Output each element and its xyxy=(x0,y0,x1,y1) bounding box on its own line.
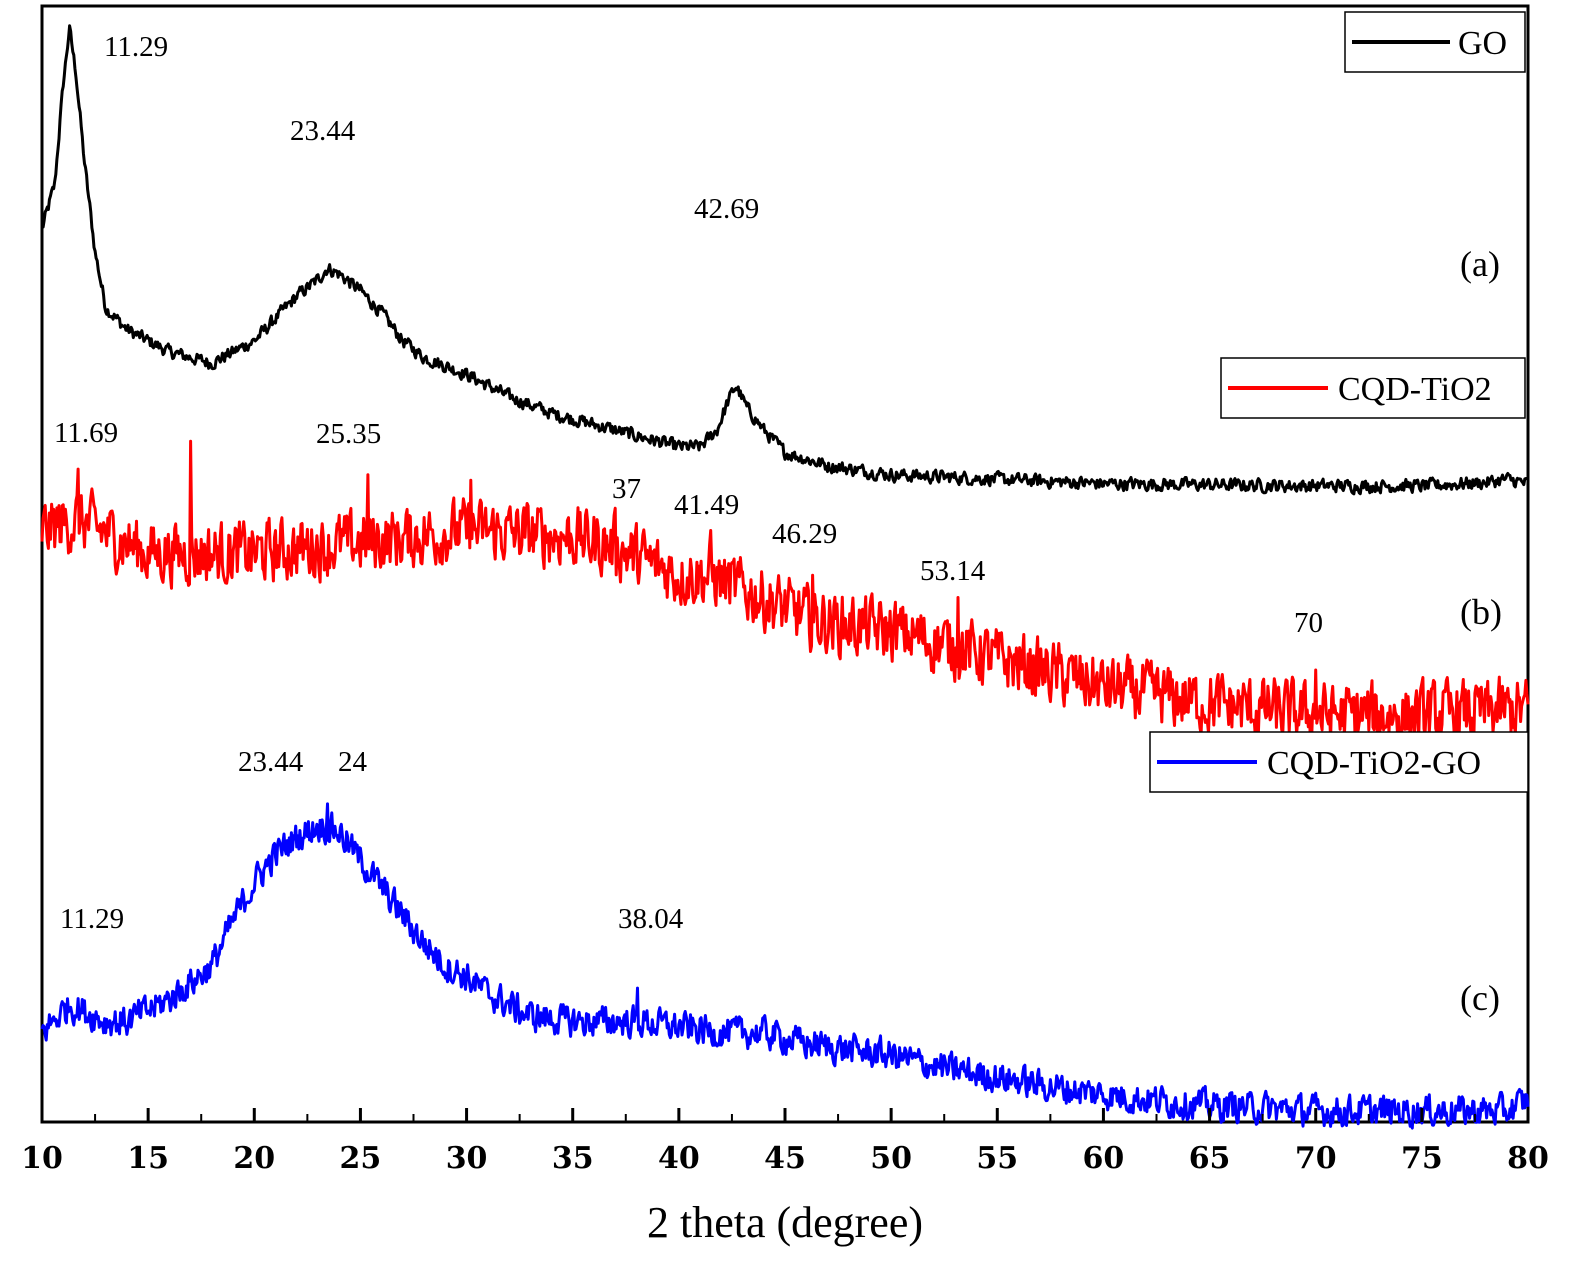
series-line-go xyxy=(41,24,1529,496)
x-tick-label-65: 65 xyxy=(1189,1141,1231,1176)
x-tick-label-35: 35 xyxy=(552,1141,594,1176)
x-tick-label-20: 20 xyxy=(233,1141,275,1176)
legend-cqd-tio2-label: CQD-TiO2 xyxy=(1338,371,1492,408)
peak-label-cqd-25.35: 25.35 xyxy=(316,418,381,450)
peak-label-go-11.29: 11.29 xyxy=(104,31,168,63)
x-tick-label-25: 25 xyxy=(340,1141,382,1176)
legend-cqd-tio2-go-label: CQD-TiO2-GO xyxy=(1267,745,1481,782)
peak-label-cqdgo-23.44: 23.44 xyxy=(238,746,304,778)
peak-annotations: 11.29 23.44 42.69 11.69 25.35 37 41.49 4… xyxy=(54,31,1323,935)
peak-label-cqd-53.14: 53.14 xyxy=(920,555,986,587)
legend-go: GO xyxy=(1344,11,1526,73)
peak-label-cqdgo-24: 24 xyxy=(338,746,368,778)
x-tick-label-10: 10 xyxy=(21,1141,63,1176)
series-line-cqd-tio2 xyxy=(40,439,1530,746)
peak-label-go-23.44: 23.44 xyxy=(290,115,356,147)
x-tick-label-40: 40 xyxy=(658,1141,700,1176)
series-layer xyxy=(40,24,1530,1130)
x-axis-ticks: 10 15 20 25 30 35 40 45 50 55 60 65 70 75 80 xyxy=(21,1108,1549,1176)
x-tick-label-70: 70 xyxy=(1295,1141,1337,1176)
peak-label-cqd-70: 70 xyxy=(1294,607,1323,639)
peak-label-cqdgo-38.04: 38.04 xyxy=(618,903,684,935)
x-tick-label-50: 50 xyxy=(870,1141,912,1176)
peak-label-cqd-41.49: 41.49 xyxy=(674,489,739,521)
peak-label-cqd-11.69: 11.69 xyxy=(54,417,118,449)
legend-go-label: GO xyxy=(1458,25,1507,62)
peak-label-cqd-37: 37 xyxy=(612,473,641,505)
x-tick-label-60: 60 xyxy=(1083,1141,1125,1176)
x-tick-label-15: 15 xyxy=(127,1141,169,1176)
panel-label-b: (b) xyxy=(1460,592,1502,632)
x-tick-label-55: 55 xyxy=(976,1141,1018,1176)
x-tick-label-45: 45 xyxy=(764,1141,806,1176)
peak-label-cqdgo-11.29: 11.29 xyxy=(60,903,124,935)
panel-label-a: (a) xyxy=(1460,244,1500,284)
x-axis-title: 2 theta (degree) xyxy=(647,1198,923,1247)
x-tick-label-80: 80 xyxy=(1507,1141,1549,1176)
x-tick-label-75: 75 xyxy=(1401,1141,1443,1176)
panel-label-c: (c) xyxy=(1460,978,1500,1018)
x-tick-label-30: 30 xyxy=(446,1141,488,1176)
legend-cqd-tio2-go-box xyxy=(1149,731,1529,793)
legend-cqd-tio2-go: CQD-TiO2-GO xyxy=(1149,731,1529,793)
series-line-cqd-tio2-go xyxy=(40,802,1530,1130)
legend-cqd-tio2: CQD-TiO2 xyxy=(1220,357,1526,419)
peak-label-cqd-46.29: 46.29 xyxy=(772,518,837,550)
peak-label-go-42.69: 42.69 xyxy=(694,193,759,225)
